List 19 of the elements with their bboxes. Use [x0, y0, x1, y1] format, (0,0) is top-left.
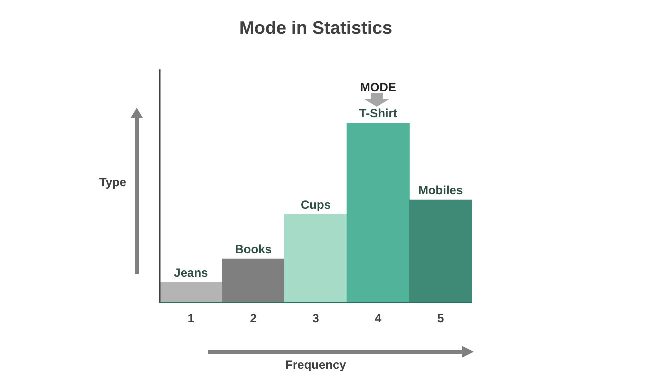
x-tick-label: 3 [312, 312, 320, 326]
x-axis-title: Frequency [286, 358, 347, 372]
x-tick-label: 2 [250, 312, 258, 326]
x-tick-label: 5 [437, 312, 444, 326]
bar [222, 258, 286, 302]
y-axis-title: Type [99, 175, 127, 190]
annotation: Cups [301, 198, 332, 212]
bar [346, 122, 410, 302]
annotation: MODE [360, 80, 396, 95]
x-tick-label: 4 [375, 312, 382, 326]
annotation: Mobiles [418, 184, 464, 198]
bar [284, 214, 348, 302]
annotation: Books [235, 242, 272, 257]
x-tick-label: 1 [188, 312, 195, 326]
chart-title: Mode in Statistics [239, 18, 393, 38]
annotation: T-Shirt [359, 106, 398, 121]
annotation: Jeans [174, 266, 209, 280]
bar [160, 282, 223, 302]
bar [409, 200, 472, 302]
